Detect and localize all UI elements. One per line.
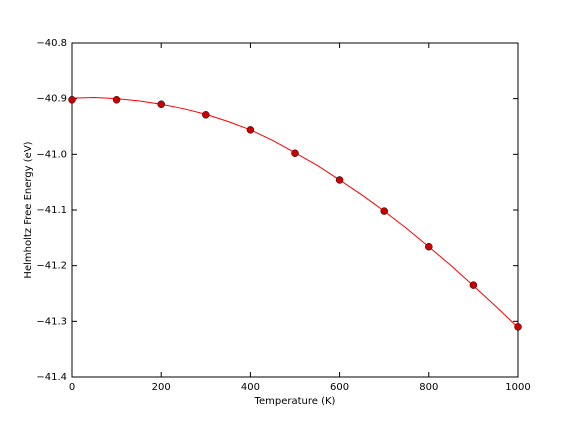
data-point [112, 96, 121, 104]
x-tick-label: 0 [69, 382, 75, 393]
y-tick-label: −41.1 [36, 205, 67, 216]
data-point [380, 207, 388, 215]
data-point [469, 281, 478, 289]
x-axis-label: Temperature (K) [254, 396, 336, 407]
y-tick-label: −41.0 [36, 149, 67, 160]
data-point [68, 96, 76, 104]
x-tick-label: 400 [241, 382, 260, 393]
data-point [425, 242, 433, 251]
data-point [202, 111, 210, 119]
data-point [246, 126, 255, 134]
x-tick-label: 600 [330, 382, 349, 393]
y-tick-label: −41.3 [36, 316, 67, 327]
y-tick-label: −41.2 [36, 261, 67, 272]
y-tick-label: −41.4 [36, 372, 67, 383]
data-point [514, 323, 522, 331]
data-point [291, 149, 299, 157]
plot-frame [71, 42, 519, 378]
y-tick-label: −40.9 [36, 94, 67, 105]
data-point [335, 176, 344, 184]
y-axis-label: Helmholtz Free Energy (eV) [23, 141, 34, 278]
y-tick-label: −40.8 [36, 38, 67, 49]
x-tick-label: 800 [419, 382, 438, 393]
x-tick-label: 200 [152, 382, 171, 393]
x-tick-label: 1000 [505, 382, 530, 393]
data-point [157, 100, 165, 108]
